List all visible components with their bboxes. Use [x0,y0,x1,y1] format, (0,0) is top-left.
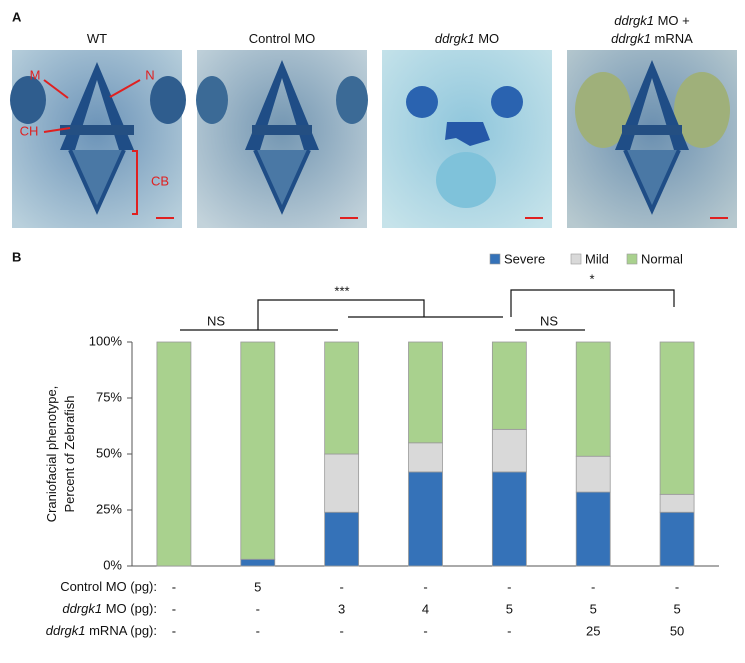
image-title: ddrgk1 mRNA [611,31,693,46]
condition-value: 3 [338,601,345,616]
condition-label: ddrgk1 MO (pg): [62,601,157,616]
image-ddrgk1-mo [382,50,552,228]
condition-value: - [172,579,176,594]
bar-segment [491,341,527,430]
bar-segment [491,428,527,473]
image-title: ddrgk1 MO + [614,13,690,28]
y-axis-label: Craniofacial phenotype, Percent of Zebraf… [44,386,77,523]
bar-segment [324,341,360,455]
legend-label: Mild [585,251,609,266]
text-segment: WT [87,31,107,46]
y-tick-label: 25% [96,501,122,516]
condition-value: - [675,579,679,594]
condition-value: - [423,579,427,594]
image-annotation: CH [20,123,39,138]
condition-value: - [423,623,427,638]
text-segment: mRNA (pg): [85,623,157,638]
condition-value: 5 [254,579,261,594]
image-annotation: N [145,67,154,82]
y-tick-label: 0% [103,557,122,572]
bar-segment [324,453,360,513]
text-segment: mRNA [651,31,693,46]
condition-value: 4 [422,601,429,616]
y-tick-label: 75% [96,389,122,404]
image-control [196,50,368,228]
legend-swatch [489,253,501,265]
image-title: WT [87,31,107,46]
significance-label: * [589,271,594,286]
bar-segment [659,511,695,567]
bar-segment [408,442,443,473]
condition-value: 5 [673,601,680,616]
significance-label: NS [540,313,558,328]
significance-bracket [510,289,675,317]
bar-segment [575,455,611,493]
text-segment: MO (pg): [102,601,157,616]
text-segment: Control MO (pg): [60,579,157,594]
image-wt [10,50,186,228]
bar-segment [659,493,695,513]
bar-segment [659,341,695,495]
condition-label: ddrgk1 mRNA (pg): [46,623,157,638]
bar-segment [491,471,527,567]
bar-segment [324,511,360,567]
y-axis-label-line: Percent of Zebrafish [62,395,77,512]
condition-value: - [507,579,511,594]
bar-segment [240,558,276,567]
condition-value: - [339,579,343,594]
bar-segment [408,471,443,567]
condition-value: - [256,601,260,616]
panel-label: B [12,249,21,264]
text-segment: Control MO [249,31,315,46]
legend-swatch [626,253,638,265]
legend-label: Severe [504,251,545,266]
legend-label: Normal [641,251,683,266]
bar-segment [575,341,611,457]
condition-value: - [172,623,176,638]
significance-bracket [257,299,503,330]
bar-segment [240,341,276,560]
text-segment: MO + [654,13,690,28]
text-segment: ddrgk1 [435,31,475,46]
y-axis-label-line: Craniofacial phenotype, [44,386,59,523]
condition-value: - [339,623,343,638]
condition-value: 5 [506,601,513,616]
panel-a-images [10,50,737,228]
condition-value: - [256,623,260,638]
image-rescue [567,50,737,228]
condition-label: Control MO (pg): [60,579,157,594]
condition-value: 5 [590,601,597,616]
text-segment: ddrgk1 [46,623,86,638]
bar-segment [408,341,443,444]
y-tick-label: 100% [89,333,123,348]
panel-label: A [12,9,22,24]
text-segment: ddrgk1 [614,13,654,28]
condition-value: 25 [586,623,600,638]
image-annotation: M [30,67,41,82]
significance-label: NS [207,313,225,328]
image-title: ddrgk1 MO [435,31,499,46]
y-tick-label: 50% [96,445,122,460]
text-segment: ddrgk1 [62,601,102,616]
image-title: Control MO [249,31,315,46]
condition-value: - [172,601,176,616]
condition-value: - [507,623,511,638]
annotation-arrows [43,79,141,215]
text-segment: ddrgk1 [611,31,651,46]
bar-segment [575,491,611,567]
significance-label: *** [334,283,349,298]
image-annotation: CB [151,173,169,188]
text-segment: MO [475,31,500,46]
condition-value: 50 [670,623,684,638]
legend-swatch [570,253,582,265]
condition-value: - [591,579,595,594]
bar-segment [156,341,192,567]
